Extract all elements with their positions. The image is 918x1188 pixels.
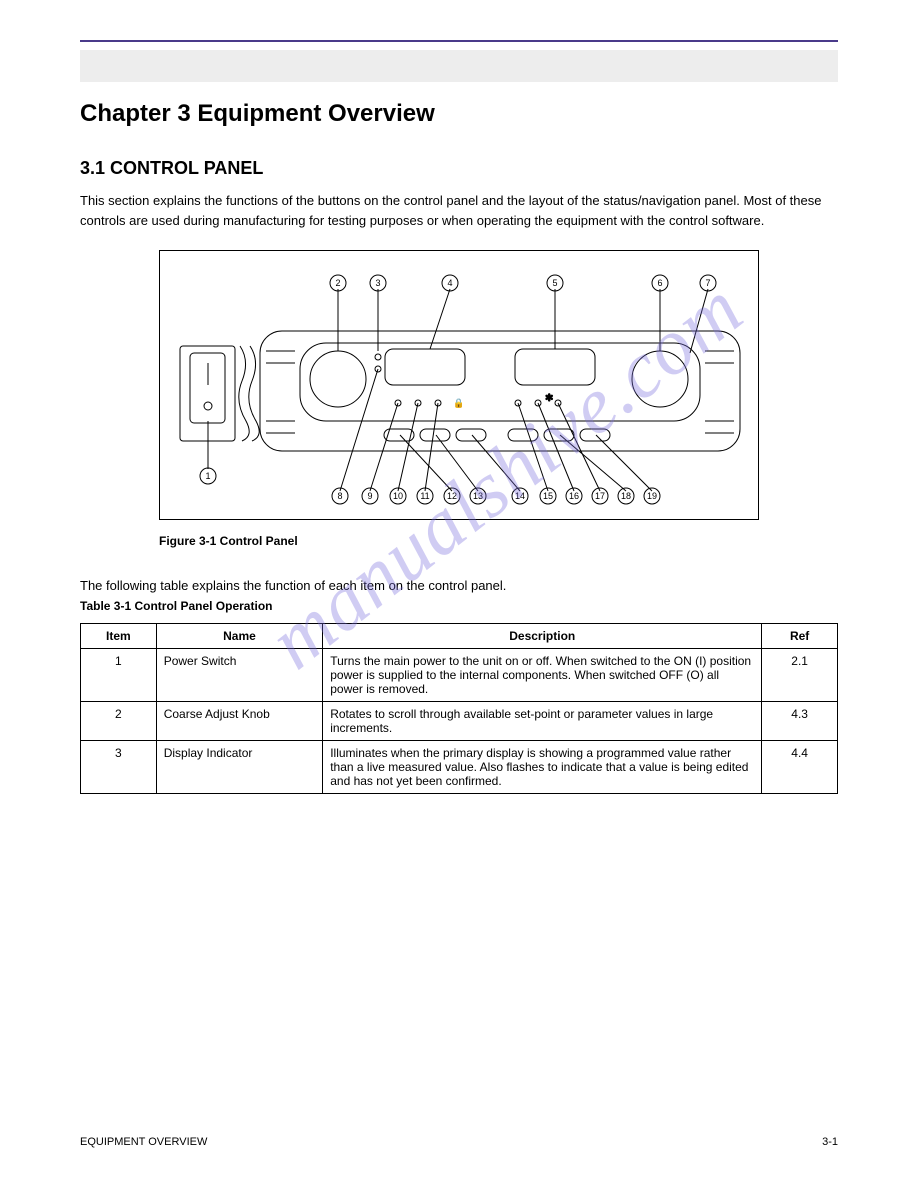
callout-18: 18 xyxy=(621,491,631,501)
header-gray-bar xyxy=(80,50,838,82)
callout-6: 6 xyxy=(657,278,662,288)
callout-7: 7 xyxy=(705,278,710,288)
table-row: 1 Power Switch Turns the main power to t… xyxy=(81,649,838,702)
svg-text:🔒: 🔒 xyxy=(453,398,464,408)
callout-12: 12 xyxy=(447,491,457,501)
control-panel-diagram: ✼ 🔒 xyxy=(160,251,760,521)
callout-1: 1 xyxy=(205,471,210,481)
section-heading: 3.1 CONTROL PANEL xyxy=(80,158,838,179)
cell-item: 2 xyxy=(81,702,157,741)
cell-ref: 4.3 xyxy=(762,702,838,741)
callout-16: 16 xyxy=(569,491,579,501)
callout-17: 17 xyxy=(595,491,605,501)
table-intro: The following table explains the functio… xyxy=(80,578,838,593)
footer-right: 3-1 xyxy=(822,1136,838,1148)
callout-11: 11 xyxy=(420,491,429,501)
callout-2: 2 xyxy=(335,278,340,288)
cell-item: 3 xyxy=(81,741,157,794)
callout-14: 14 xyxy=(515,491,525,501)
th-desc: Description xyxy=(323,624,762,649)
table-row: 2 Coarse Adjust Knob Rotates to scroll t… xyxy=(81,702,838,741)
footer: EQUIPMENT OVERVIEW 3-1 xyxy=(80,1136,838,1148)
cell-name: Power Switch xyxy=(156,649,323,702)
callout-15: 15 xyxy=(543,491,553,501)
footer-left: EQUIPMENT OVERVIEW xyxy=(80,1136,207,1148)
chapter-title: Chapter 3 Equipment Overview xyxy=(80,100,838,128)
callout-3: 3 xyxy=(375,278,380,288)
callout-19: 19 xyxy=(647,491,657,501)
table-header-row: Item Name Description Ref xyxy=(81,624,838,649)
callout-10: 10 xyxy=(393,491,403,501)
callout-5: 5 xyxy=(552,278,557,288)
figure-box: ✼ 🔒 xyxy=(159,250,759,520)
th-name: Name xyxy=(156,624,323,649)
cell-desc: Rotates to scroll through available set-… xyxy=(323,702,762,741)
section-intro: This section explains the functions of t… xyxy=(80,191,838,230)
cell-ref: 2.1 xyxy=(762,649,838,702)
cell-item: 1 xyxy=(81,649,157,702)
th-ref: Ref xyxy=(762,624,838,649)
th-item: Item xyxy=(81,624,157,649)
header-rule xyxy=(80,40,838,42)
callout-8: 8 xyxy=(337,491,342,501)
callout-13: 13 xyxy=(473,491,483,501)
callout-9: 9 xyxy=(367,491,372,501)
table-row: 3 Display Indicator Illuminates when the… xyxy=(81,741,838,794)
cell-name: Coarse Adjust Knob xyxy=(156,702,323,741)
cell-desc: Illuminates when the primary display is … xyxy=(323,741,762,794)
figure-caption: Figure 3-1 Control Panel xyxy=(159,534,759,548)
control-table: Item Name Description Ref 1 Power Switch… xyxy=(80,623,838,794)
cell-name: Display Indicator xyxy=(156,741,323,794)
cell-desc: Turns the main power to the unit on or o… xyxy=(323,649,762,702)
callout-4: 4 xyxy=(447,278,452,288)
svg-text:✼: ✼ xyxy=(545,393,553,404)
cell-ref: 4.4 xyxy=(762,741,838,794)
figure-block: ✼ 🔒 xyxy=(159,250,759,548)
table-caption: Table 3-1 Control Panel Operation xyxy=(80,599,838,613)
